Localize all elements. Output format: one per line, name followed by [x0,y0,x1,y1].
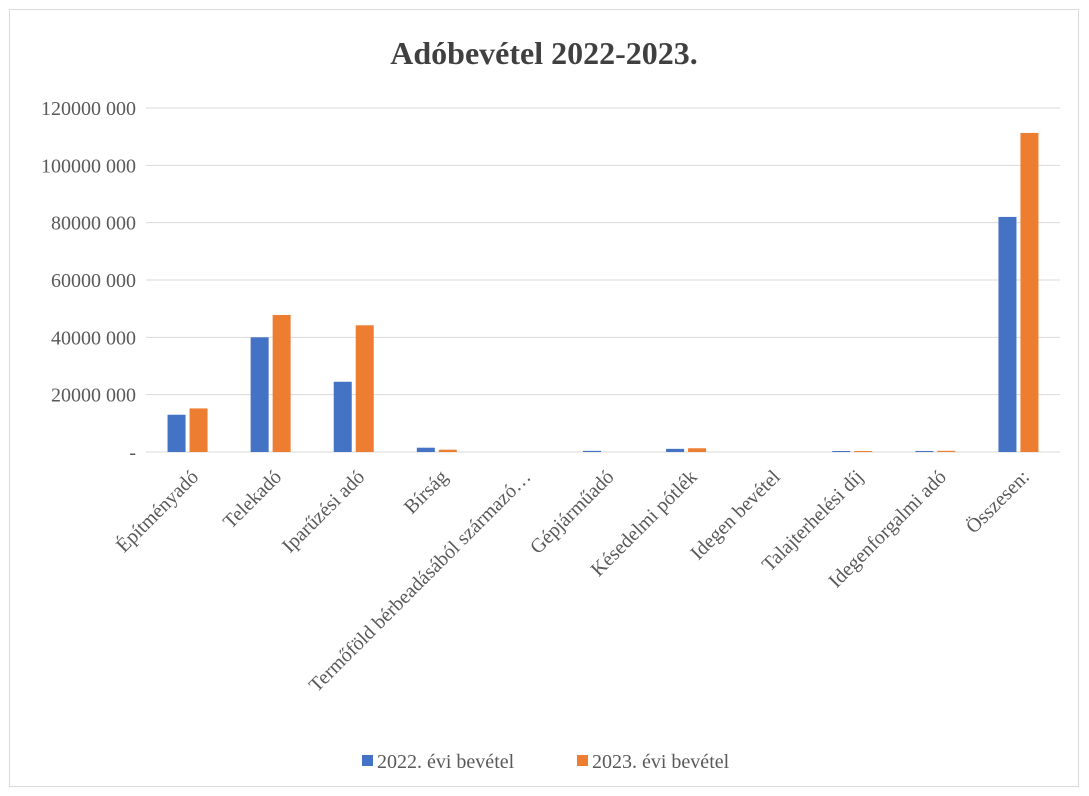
chart-frame [9,9,1079,787]
y-tick-label: 100000 000 [41,155,136,177]
x-tick-label: Telekadó [219,466,286,533]
legend-swatch [577,755,588,766]
y-tick-label: - [129,442,136,464]
bar-series-1 [250,337,269,452]
gridlines [146,107,1060,453]
x-tick-label: Gépjárműadó [526,466,619,559]
x-tick-label: Iparűzési adó [278,466,369,557]
bar-series-2 [272,314,291,452]
x-tick-label: Építményadó [111,465,203,557]
bar-series-1 [333,381,352,452]
bar-series-2 [854,451,873,452]
bar-series-2 [189,408,208,452]
bars [167,132,1039,452]
bar-series-1 [583,450,601,452]
bar-series-2 [688,448,707,452]
bar-series-2 [438,449,457,452]
x-tick-label: Bírság [400,466,452,518]
chart-title: Adóbevétel 2022-2023. [390,35,698,71]
bar-series-2 [937,450,956,452]
y-tick-label: 60000 000 [51,270,136,292]
y-axis-tick-labels: - 20000 000 40000 000 60000 000 80000 000 100… [41,98,136,464]
bar-series-1 [416,447,435,452]
legend-label: 2022. évi bevétel [377,751,515,773]
bar-series-1 [998,216,1017,452]
legend-swatch [362,755,373,766]
y-tick-label: 80000 000 [51,213,136,235]
bar-series-2 [1020,132,1039,452]
bar-series-1 [666,448,685,452]
y-tick-label: 20000 000 [51,385,136,407]
bar-series-1 [167,414,186,452]
legend-label: 2023. évi bevétel [592,751,730,773]
bar-series-1 [915,451,934,452]
bar-series-2 [355,325,374,452]
legend: 2022. évi bevétel 2023. évi bevétel [362,751,730,773]
bar-series-1 [832,451,851,452]
y-tick-label: 120000 000 [41,98,136,120]
y-tick-label: 40000 000 [51,327,136,349]
x-tick-label: Összesen: [961,465,1034,538]
